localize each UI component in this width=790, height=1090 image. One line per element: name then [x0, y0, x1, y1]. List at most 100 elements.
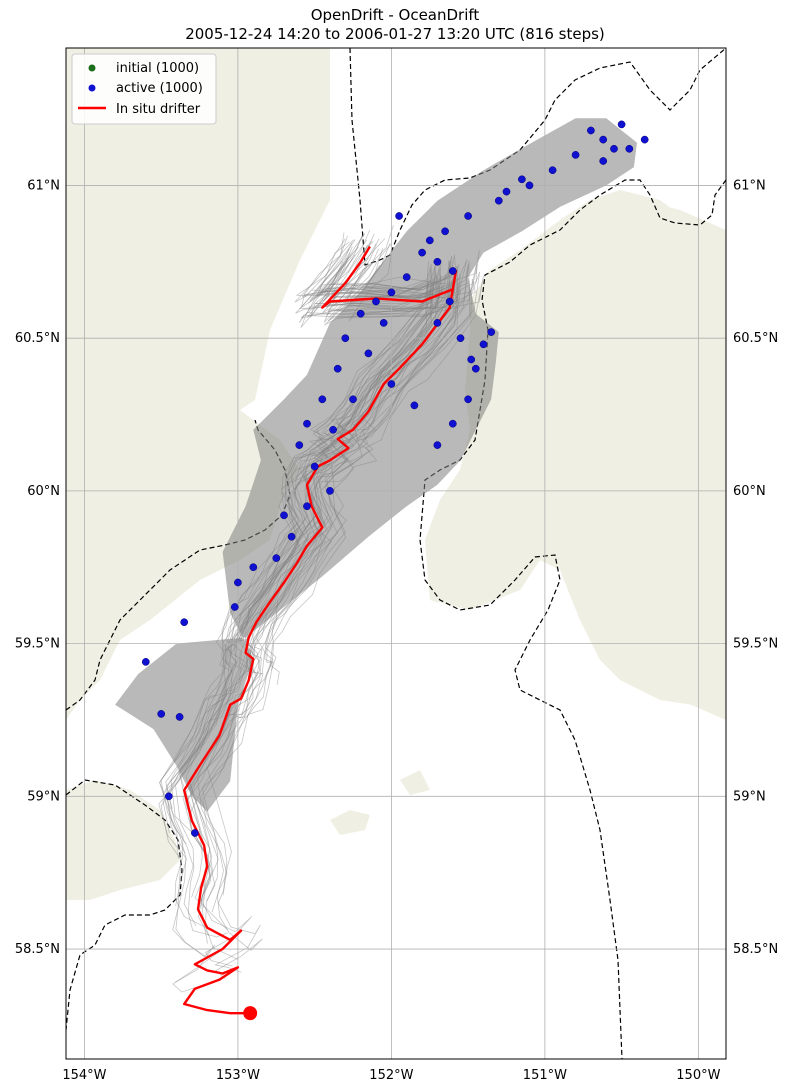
active-particle [433, 319, 442, 327]
trajectory-strand [265, 243, 477, 671]
lat-tick-label-left: 58.5°N [15, 942, 60, 957]
trajectory-strand [170, 239, 442, 834]
drifter-track [182, 245, 458, 1015]
title-line-1: OpenDrift - OceanDrift [311, 6, 480, 24]
legend: initial (1000) active (1000) In situ dri… [71, 53, 217, 125]
trajectory-strand [225, 254, 442, 705]
legend-box [71, 53, 217, 125]
active-particle [617, 120, 626, 129]
active-particle [418, 248, 426, 257]
trajectory-strand [159, 238, 429, 859]
active-particle [502, 187, 511, 196]
active-particle [448, 267, 457, 275]
active-particle [341, 334, 350, 343]
drifter-layer [182, 245, 458, 1021]
active-particle [464, 395, 472, 404]
land-island-south [330, 810, 370, 835]
trajectory-strand [160, 261, 432, 993]
legend-active-label: active (1000) [116, 81, 203, 96]
lat-tick-label-right: 60°N [733, 484, 766, 499]
trajectory-strand [190, 248, 461, 909]
active-particle [410, 401, 419, 410]
trajectory-layer [115, 118, 638, 993]
trajectory-strand [166, 252, 436, 854]
active-particle [471, 364, 480, 373]
active-particle [494, 196, 503, 205]
active-particle [479, 340, 488, 349]
trajectory-strand [229, 257, 440, 669]
active-particle [448, 419, 457, 428]
active-particle [625, 144, 634, 153]
land-kenai [425, 200, 726, 720]
lon-tick-label: 152°W [369, 1068, 413, 1083]
particle-plume [115, 118, 638, 812]
lat-tick-label-right: 58.5°N [733, 942, 778, 957]
legend-drifter-label: In situ drifter [116, 102, 201, 117]
trajectory-strand [239, 241, 460, 698]
legend-active-marker [88, 84, 96, 92]
trajectory-strand [199, 255, 476, 979]
active-particle [303, 502, 311, 511]
active-particle [395, 212, 403, 220]
trajectory-strand [242, 244, 456, 697]
active-particle [387, 380, 396, 388]
active-particle [433, 257, 442, 266]
active-particle [180, 618, 189, 627]
legend-initial-marker [88, 64, 96, 72]
active-particle [230, 603, 239, 611]
legend-initial-label: initial (1000) [116, 61, 199, 76]
trajectory-strand [201, 243, 481, 973]
active-particle [445, 297, 454, 306]
lat-tick-label-left: 59°N [27, 789, 60, 804]
trajectory-strand [196, 235, 453, 752]
active-particle [272, 554, 281, 562]
lon-tick-label: 153°W [216, 1068, 260, 1083]
latitude-ticks-right: 61°N 60.5°N 60°N 59.5°N 59°N 58.5°N [733, 178, 778, 957]
active-particle [303, 419, 311, 428]
trajectory-strand [165, 239, 439, 809]
lat-tick-label-left: 61°N [27, 178, 60, 193]
active-particle [425, 236, 434, 245]
gridlines [66, 48, 726, 1059]
trajectory-strand [162, 257, 433, 834]
axes-frame [65, 47, 727, 1060]
lat-tick-label-left: 59.5°N [15, 637, 60, 652]
active-particle [364, 349, 373, 358]
active-particle [487, 328, 496, 336]
lon-tick-label: 154°W [62, 1068, 106, 1083]
lat-tick-label-right: 59.5°N [733, 637, 778, 652]
lat-tick-label-left: 60°N [27, 484, 60, 499]
active-particle [402, 273, 411, 281]
trajectory-strand [173, 241, 437, 763]
trajectory-strand [158, 263, 434, 983]
active-particle [356, 309, 365, 318]
active-particle [525, 181, 534, 190]
lat-tick-label-right: 61°N [733, 178, 766, 193]
active-particle [310, 462, 319, 471]
latitude-ticks-left: 61°N 60.5°N 60°N 59.5°N 59°N 58.5°N [15, 178, 60, 957]
active-particle [318, 395, 327, 404]
active-particle [387, 288, 396, 297]
trajectory-strand [202, 248, 471, 913]
lon-tick-label: 150°W [676, 1068, 720, 1083]
active-particle [295, 441, 304, 449]
active-particle [571, 151, 580, 159]
trajectory-strand [190, 265, 459, 960]
land-island-small [400, 770, 430, 795]
trajectory-strand [215, 258, 455, 745]
trajectory-strand [189, 243, 457, 887]
active-particle [640, 135, 649, 144]
active-particle [349, 395, 357, 404]
land-west [66, 48, 330, 720]
trajectory-strand [179, 239, 454, 810]
drifter-end-marker [243, 1006, 258, 1021]
trajectory-strand [188, 233, 468, 967]
active-particle [441, 227, 449, 236]
active-particle [464, 212, 472, 220]
lat-tick-label-right: 60.5°N [733, 331, 778, 346]
trajectory-strand [253, 238, 469, 677]
map-area [66, 48, 726, 1059]
active-particle [164, 792, 173, 801]
